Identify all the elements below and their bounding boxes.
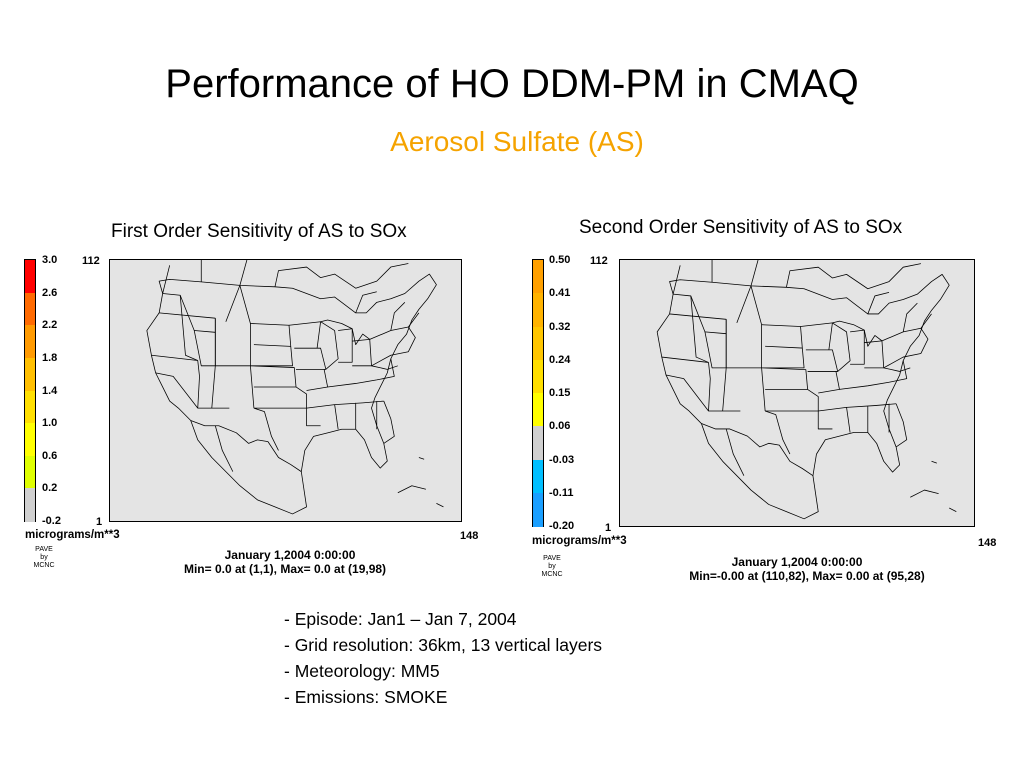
color-bar-segment [25,357,35,391]
color-bar-tick-label: 1.4 [42,384,58,397]
color-bar-tick-label: 0.24 [549,353,571,366]
color-bar-segment [25,423,35,457]
color-bar-segment [25,292,35,326]
boundary-line [371,358,398,381]
color-bar-tick-label: 1.0 [42,417,58,430]
pave-line: by [548,563,556,570]
boundary-line [832,322,885,372]
boundary-line [162,260,409,314]
min-max-readout: Min= 0.0 at (1,1), Max= 0.0 at (19,98) [183,562,387,576]
boundary-line [306,379,384,430]
pave-credit: PAVE by MCNC [24,546,64,570]
boundary-line [190,420,307,515]
boundary-line [672,260,921,315]
color-bar-tick-label: -0.20 [549,520,575,532]
color-bar-tick-label: 0.2 [42,482,58,495]
boundary-line [665,295,741,412]
boundary-line [765,410,833,455]
timestamp: January 1,2004 0:00:00 [731,555,863,569]
boundary-line [818,381,897,433]
units-label: micrograms/m**3 [25,529,120,541]
timestamp: January 1,2004 0:00:00 [224,548,356,562]
color-bar-tick-label: -0.2 [42,515,61,527]
color-bar-segment [25,488,35,522]
color-bar-segment [25,390,35,424]
boundary-line [656,273,950,477]
boundary-line [701,423,819,520]
color-bar-tick-label: 0.6 [42,449,58,462]
grid-col-max: 148 [978,537,997,549]
note-meteorology: - Meteorology: MM5 [284,661,440,681]
grid-row-max: 112 [590,255,608,267]
boundary-line [895,403,908,448]
boundary-line [883,360,911,383]
color-bar-tick-label: 0.41 [549,287,571,300]
boundary-line [211,285,255,409]
grid-row-min: 1 [96,516,103,528]
color-bar-segment [25,260,35,294]
color-bar-tick-label: 0.32 [549,320,571,333]
color-bar-tick-label: 0.50 [549,254,571,266]
slide-subtitle: Aerosol Sulfate (AS) [390,126,644,157]
us-state-boundaries [146,260,444,515]
panel-title: First Order Sensitivity of AS to SOx [111,221,407,242]
color-bar-tick-label: 0.15 [549,387,571,399]
boundary-line [761,324,819,412]
color-bar-segment [533,393,543,427]
us-state-boundaries [656,260,957,520]
pave-line: PAVE [35,546,53,553]
boundary-line [369,302,420,367]
color-bar-tick-label: -0.11 [549,486,574,499]
color-bar-segment [533,260,543,294]
color-bar-segment [25,325,35,359]
panel-title: Second Order Sensitivity of AS to SOx [579,217,903,238]
pave-credit: PAVE by MCNC [532,555,572,579]
boundary-line [832,320,883,347]
color-bar-segment [533,293,543,327]
boundary-line [722,285,766,412]
color-bar-tick-label: 2.6 [42,286,58,299]
units-label: micrograms/m**3 [532,535,627,547]
color-bar [532,259,544,527]
boundary-line [383,400,395,444]
color-bar-tick-label: 1.8 [42,351,58,364]
grid-row-min: 1 [605,522,612,534]
pave-line: MCNC [33,562,55,569]
sensitivity-map [619,259,975,527]
note-emissions: - Emissions: SMOKE [284,687,448,707]
boundary-line [253,407,321,451]
boundary-line [320,319,370,346]
boundary-line [320,321,372,370]
boundary-line [155,295,230,409]
color-bar-segment [25,455,35,489]
boundary-line [881,302,932,369]
boundary-line [288,321,329,391]
color-bar-segment [533,326,543,361]
color-bar-segment [533,359,543,394]
grid-row-max: 112 [82,255,100,267]
boundary-line [250,323,307,409]
min-max-readout: Min=-0.00 at (110,82), Max= 0.00 at (95,… [689,569,925,583]
pave-line: by [40,554,48,561]
pave-line: MCNC [541,571,563,578]
grid-col-max: 148 [460,530,479,542]
color-bar-segment [533,492,543,527]
color-bar-segment [533,459,543,494]
color-bar-tick-label: 0.06 [549,420,571,433]
note-grid-resolution: - Grid resolution: 36km, 13 vertical lay… [284,635,603,655]
sensitivity-map [109,259,462,522]
color-bar [24,259,36,522]
pave-line: PAVE [543,555,561,562]
notes-list: - Episode: Jan1 – Jan 7, 2004 - Grid res… [284,606,602,710]
slide-title: Performance of HO DDM-PM in CMAQ [165,62,859,106]
color-bar-segment [533,426,543,460]
color-bar-tick-label: 2.2 [42,319,58,332]
note-episode: - Episode: Jan1 – Jan 7, 2004 [284,609,517,629]
color-bar-tick-label: 3.0 [42,254,58,266]
boundary-line [910,460,957,512]
boundary-line [146,273,437,473]
color-bar-tick-label: -0.03 [549,453,575,466]
boundary-line [397,457,444,508]
boundary-line [800,322,840,394]
